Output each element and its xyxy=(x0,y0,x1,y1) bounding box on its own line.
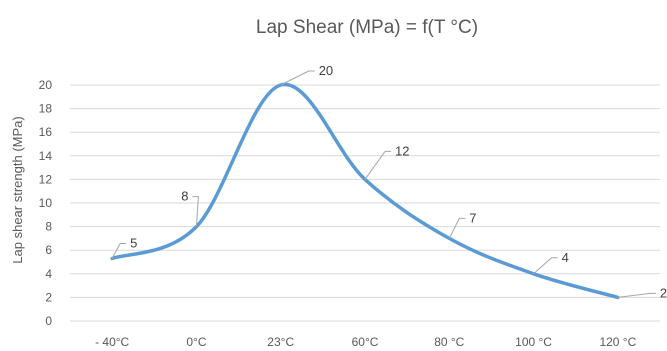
x-tick-label: 60°C xyxy=(352,335,379,349)
y-tick-label: 6 xyxy=(45,243,52,257)
x-tick-labels: - 40°C 0°C 23°C 60°C 80 °C 100 °C 120 °C xyxy=(95,335,637,349)
x-tick-label: 100 °C xyxy=(515,335,552,349)
y-tick-label: 20 xyxy=(39,78,53,92)
y-tick-label: 0 xyxy=(45,314,52,328)
data-label-leader xyxy=(280,70,315,86)
y-tick-label: 18 xyxy=(39,102,53,116)
y-tick-label: 4 xyxy=(45,267,52,281)
y-axis-label: Lap shear strength (MPa) xyxy=(10,116,25,263)
chart-title: Lap Shear (MPa) = f(T °C) xyxy=(256,17,478,38)
data-label: 20 xyxy=(319,63,333,78)
data-label-leaders xyxy=(111,70,656,298)
data-label-leader xyxy=(448,217,466,239)
data-label-leader xyxy=(364,150,391,180)
y-tick-label: 16 xyxy=(39,125,53,139)
data-label-leader xyxy=(111,242,127,259)
x-tick-label: 120 °C xyxy=(599,335,636,349)
y-tick-label: 8 xyxy=(45,220,52,234)
data-label-leader xyxy=(533,257,558,275)
gridlines xyxy=(70,84,660,322)
data-label: 12 xyxy=(395,143,409,158)
data-label: 8 xyxy=(181,189,188,204)
data-label-leader xyxy=(192,196,199,227)
data-label-leader xyxy=(617,292,656,298)
data-label: 4 xyxy=(562,250,569,265)
y-tick-label: 2 xyxy=(45,290,52,304)
data-label: 7 xyxy=(469,210,476,225)
y-tick-label: 14 xyxy=(39,149,53,163)
y-tick-label: 10 xyxy=(39,196,53,210)
data-label: 5 xyxy=(130,235,137,250)
series-line xyxy=(110,82,620,300)
data-label: 2 xyxy=(660,285,667,300)
x-tick-label: 80 °C xyxy=(434,335,464,349)
x-tick-label: 0°C xyxy=(186,335,206,349)
x-tick-label: 23°C xyxy=(267,335,294,349)
y-tick-label: 12 xyxy=(39,172,53,186)
x-tick-label: - 40°C xyxy=(95,335,129,349)
data-labels: 5 8 20 12 7 4 2 xyxy=(130,63,667,300)
y-tick-labels: 0 2 4 6 8 10 12 14 16 18 20 xyxy=(39,78,53,328)
